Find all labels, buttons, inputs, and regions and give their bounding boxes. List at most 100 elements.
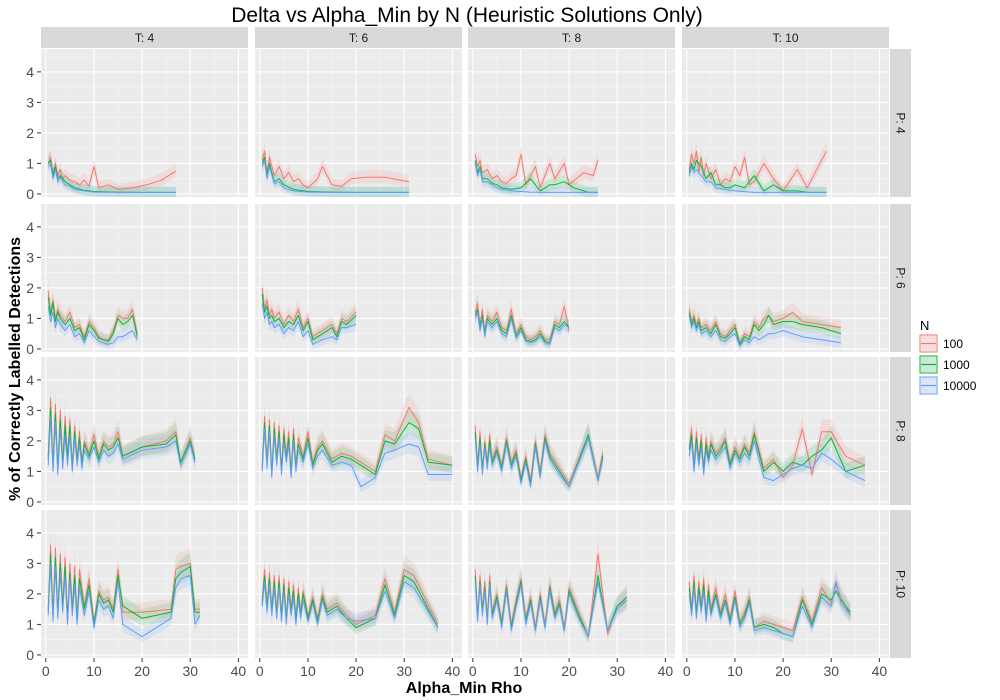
series-line-10000	[688, 315, 841, 347]
x-tick-label: 10	[513, 663, 529, 679]
series-line-100	[47, 290, 138, 341]
y-tick-label: 4	[26, 64, 34, 80]
ribbon-1000	[48, 151, 176, 197]
x-tick-label: 40	[658, 663, 674, 679]
panel-background	[41, 49, 248, 197]
ribbon-10000	[262, 415, 453, 493]
x-tick-label: 20	[775, 663, 791, 679]
panel-background	[682, 357, 889, 505]
series-line-1000	[47, 297, 138, 342]
panel-background	[468, 204, 675, 352]
legend-label: 1000	[943, 358, 970, 372]
ribbon-100	[475, 144, 598, 193]
y-tick-label: 0	[26, 647, 34, 663]
facet-strip-row-label: P: 10	[894, 570, 908, 598]
facet-strip-row-label: P: 6	[894, 267, 908, 289]
facet-strip-col-label: T: 4	[135, 31, 155, 45]
ribbon-10000	[48, 548, 200, 643]
x-tick-label: 40	[231, 663, 247, 679]
series-line-10000	[474, 581, 628, 638]
panel	[255, 204, 462, 352]
ribbon-1000	[689, 422, 865, 479]
series-line-1000	[688, 159, 827, 193]
ribbon-100	[475, 293, 570, 346]
panel-background	[41, 357, 248, 505]
panel	[468, 49, 675, 197]
series-line-100	[47, 156, 177, 190]
facet-strip-col-label: T: 10	[772, 31, 798, 45]
panel-background	[255, 510, 462, 658]
x-tick-label: 30	[396, 663, 412, 679]
series-line-100	[688, 150, 827, 192]
series-line-100	[688, 428, 866, 478]
facet-strip-row-label: P: 4	[894, 112, 908, 134]
panel	[682, 49, 889, 197]
y-tick-label: 3	[26, 249, 34, 265]
x-tick-label: 0	[469, 663, 477, 679]
x-tick-label: 0	[683, 663, 691, 679]
x-tick-label: 40	[872, 663, 888, 679]
legend-title: N	[920, 318, 929, 333]
ribbon-10000	[689, 158, 827, 197]
facet-strip-row	[890, 357, 911, 505]
panel	[255, 49, 462, 197]
legend-label: 100	[943, 337, 963, 351]
series-line-10000	[47, 562, 201, 638]
x-tick-label: 0	[256, 663, 264, 679]
ribbon-10000	[262, 151, 410, 197]
facet-strip-row-label: P: 8	[894, 420, 908, 442]
ribbon-1000	[689, 151, 827, 197]
y-tick-label: 2	[26, 586, 34, 602]
y-tick-label: 3	[26, 94, 34, 110]
y-tick-label: 2	[26, 125, 34, 141]
series-line-100	[261, 287, 357, 338]
ribbon-100	[475, 412, 603, 490]
panel	[255, 510, 462, 658]
y-tick-label: 3	[26, 402, 34, 418]
facet-strip-col	[41, 27, 248, 48]
series-line-100	[474, 153, 599, 189]
y-tick-label: 1	[26, 616, 34, 632]
series-line-1000	[261, 293, 357, 341]
panel-background	[468, 49, 675, 197]
ribbon-1000	[475, 151, 598, 197]
legend: N 100 1000 10000	[919, 318, 977, 395]
series-line-1000	[688, 312, 842, 345]
facet-strip-row	[890, 204, 911, 352]
x-tick-label: 10	[727, 663, 743, 679]
ribbon-10000	[48, 296, 138, 350]
x-tick-label: 40	[445, 663, 461, 679]
panel	[468, 510, 675, 658]
ribbon-10000	[48, 402, 196, 482]
x-tick-label: 10	[86, 663, 102, 679]
x-axis-title: Alpha_Min Rho	[406, 680, 523, 697]
x-tick-label: 20	[561, 663, 577, 679]
ribbon-100	[689, 141, 827, 196]
ribbon-10000	[262, 293, 357, 350]
y-tick-label: 0	[26, 494, 34, 510]
panel-background	[255, 204, 462, 352]
y-tick-label: 4	[26, 525, 34, 541]
series-line-1000	[688, 434, 866, 472]
panel	[255, 357, 462, 505]
ribbon-10000	[475, 568, 627, 643]
ribbon-1000	[689, 303, 841, 350]
panel-background	[468, 510, 675, 658]
series-line-100	[474, 302, 570, 341]
series-line-10000	[474, 437, 604, 488]
ribbon-10000	[475, 154, 598, 197]
panel	[468, 357, 675, 505]
x-tick-label: 10	[300, 663, 316, 679]
series-line-10000	[474, 311, 570, 345]
ribbon-1000	[262, 409, 453, 482]
series-line-10000	[688, 581, 851, 638]
panel	[682, 204, 889, 352]
series-line-1000	[261, 422, 453, 475]
chart-title: Delta vs Alpha_Min by N (Heuristic Solut…	[231, 4, 703, 27]
facet-strip-col	[468, 27, 675, 48]
series-line-10000	[47, 162, 176, 193]
series-line-10000	[688, 440, 866, 482]
ribbon-1000	[48, 286, 138, 347]
y-tick-label: 3	[26, 555, 34, 571]
